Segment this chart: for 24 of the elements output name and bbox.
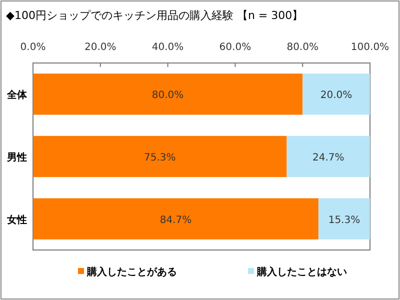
bar: [318, 198, 370, 240]
y-tick-label: 全体: [6, 89, 28, 102]
bar: [33, 136, 287, 178]
title: ◆100円ショップでのキッチン用品の購入経験 【n = 300】: [6, 9, 304, 22]
legend-label: 購入したことはない: [256, 266, 347, 278]
x-tick-label: 60.0%: [219, 42, 252, 53]
data-label: 75.3%: [144, 152, 176, 164]
data-label: 20.0%: [320, 90, 352, 102]
bar: [286, 136, 370, 178]
legend-label: 購入したことがある: [86, 266, 177, 278]
data-label: 84.7%: [160, 214, 192, 226]
y-tick-label: 女性: [6, 214, 27, 226]
y-tick-label: 男性: [6, 152, 27, 164]
x-tick-label: 20.0%: [84, 42, 116, 53]
bar: [33, 74, 303, 115]
data-label: 24.7%: [312, 152, 344, 164]
bar: [33, 198, 318, 240]
data-label: 80.0%: [152, 90, 184, 102]
x-tick-label: 100.0%: [350, 42, 390, 53]
x-tick-label: 0.0%: [20, 42, 46, 53]
x-tick-label: 80.0%: [286, 42, 318, 53]
x-tick-label: 40.0%: [152, 42, 184, 53]
bar: [302, 74, 370, 115]
data-label: 15.3%: [328, 214, 360, 226]
